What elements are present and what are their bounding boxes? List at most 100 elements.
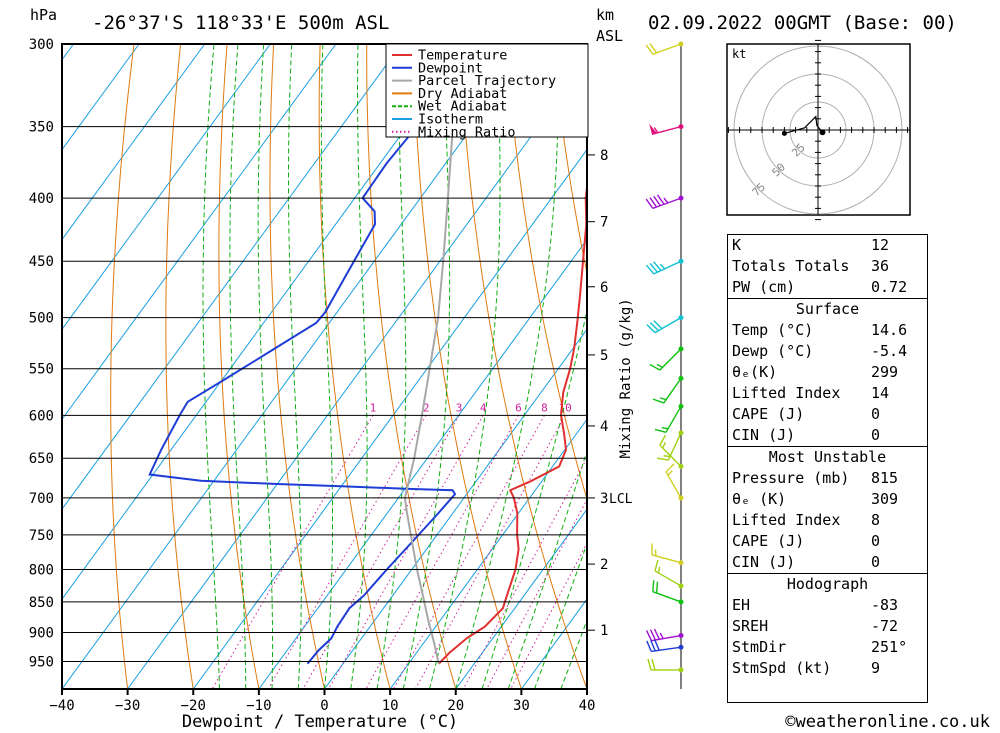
indices-summary: K 12 Totals Totals 36 PW (cm) 0.72 <box>728 235 927 298</box>
wind-barb <box>649 123 684 136</box>
pressure-tick-label: 900 <box>29 626 54 642</box>
index-row: SREH -72 <box>728 616 927 637</box>
legend-entry-label: Isotherm <box>418 112 483 128</box>
index-label: Totals Totals <box>732 257 850 275</box>
temperature-tick-label: 40 <box>579 698 596 714</box>
mixing-ratio-label: 3 <box>456 401 463 414</box>
index-row: Lifted Index 14 <box>728 383 927 404</box>
temperature-tick-label: −20 <box>181 698 206 714</box>
hodograph-point <box>819 129 826 136</box>
km-tick-label: 7 <box>600 215 608 231</box>
index-row: CAPE (J) 0 <box>728 531 927 552</box>
datetime-title: 02.09.2022 00GMT (Base: 00) <box>648 12 957 34</box>
km-tick-label: 1 <box>600 623 608 639</box>
isotherm-line <box>258 238 587 689</box>
index-value: 14.6 <box>871 321 908 339</box>
isotherm-line <box>62 44 337 421</box>
wet-adiabat-line <box>288 44 302 689</box>
isotherm-line <box>127 58 587 689</box>
index-value: 0 <box>871 405 881 423</box>
index-label: EH <box>732 596 751 614</box>
temperature-tick-label: 20 <box>447 698 464 714</box>
index-label: SREH <box>732 617 769 635</box>
dry-adiabat-line <box>459 44 587 689</box>
isotherm-line <box>389 418 587 689</box>
isotherm-line <box>62 44 534 689</box>
mixing-ratio-label: 2 <box>423 401 430 414</box>
hodograph-point <box>781 130 787 136</box>
index-value: -72 <box>871 617 899 635</box>
mixing-ratio-label: 25 <box>648 401 661 414</box>
pressure-tick-label: 650 <box>29 451 54 467</box>
wet-adiabat-line <box>350 44 368 689</box>
wind-barb <box>654 403 684 433</box>
pressure-tick-label: 600 <box>29 408 54 424</box>
height-unit-asl-label: ASL <box>596 27 623 45</box>
pressure-tick-label: 800 <box>29 562 54 578</box>
most-unstable-title: Most Unstable <box>768 448 887 466</box>
wind-profile <box>645 41 684 689</box>
index-label: CAPE (J) <box>732 532 805 550</box>
index-label: CAPE (J) <box>732 405 805 423</box>
temperature-tick-label: 10 <box>382 698 399 714</box>
pressure-tick-label: 450 <box>29 254 54 270</box>
legend-entry-label: Temperature <box>418 48 507 64</box>
wet-adiabat-line <box>534 542 587 689</box>
index-label: θₑ (K) <box>732 490 787 508</box>
index-label: CIN (J) <box>732 553 796 571</box>
pressure-tick-label: 850 <box>29 595 54 611</box>
legend-entry-label: Parcel Trajectory <box>418 73 556 89</box>
wind-barb <box>645 628 684 642</box>
legend-entry-label: Wet Adiabat <box>418 99 507 115</box>
wet-adiabat-line <box>257 44 274 689</box>
dry-adiabat-line <box>110 44 135 689</box>
wet-adiabat-line <box>320 44 333 689</box>
index-label: Lifted Index <box>732 511 841 529</box>
surface-section: Surface Temp (°C) 14.6 Dewp (°C) -5.4 θₑ(K) 2… <box>728 298 927 446</box>
index-label: CIN (J) <box>732 426 796 444</box>
indices-panel: K 12 Totals Totals 36 PW (cm) 0.72 Surface Te… <box>727 234 928 703</box>
index-value: 8 <box>871 511 881 529</box>
hodograph-unit-label: kt <box>732 47 746 61</box>
index-row: Dewp (°C) -5.4 <box>728 341 927 362</box>
surface-title: Surface <box>795 300 860 318</box>
pressure-tick-label: 300 <box>29 37 54 53</box>
km-tick-label: 8 <box>600 148 608 164</box>
wind-barb <box>659 434 684 469</box>
index-row: StmSpd (kt) 9 <box>728 658 927 679</box>
mixing-ratio-label: 4 <box>480 401 487 414</box>
index-label: K <box>732 236 742 254</box>
temperature-tick-label: 30 <box>513 698 530 714</box>
wind-barb <box>645 258 684 275</box>
mixing-ratio-line <box>365 415 519 689</box>
pressure-tick-label: 950 <box>29 655 54 671</box>
index-label: StmSpd (kt) <box>732 659 832 677</box>
isotherm-line <box>62 44 271 331</box>
index-value: 0 <box>871 553 881 571</box>
index-row: EH -83 <box>728 595 927 616</box>
index-row: Temp (°C) 14.6 <box>728 320 927 341</box>
index-value: 0 <box>871 532 881 550</box>
isotherm-line <box>324 328 587 689</box>
index-label: Temp (°C) <box>732 321 814 339</box>
pressure-tick-label: 500 <box>29 311 54 327</box>
index-value: 299 <box>871 363 899 381</box>
hodograph-index-title: Hodograph <box>786 575 869 593</box>
wet-adiabat-line <box>229 44 247 689</box>
index-row: Totals Totals 36 <box>728 256 927 277</box>
isotherm-line <box>62 44 468 600</box>
wind-barb <box>652 580 684 605</box>
index-value: 12 <box>871 236 890 254</box>
index-row: CAPE (J) 0 <box>728 404 927 425</box>
index-label: Lifted Index <box>732 384 841 402</box>
index-value: 815 <box>871 469 899 487</box>
pressure-tick-label: 700 <box>29 491 54 507</box>
dry-adiabat-line <box>165 44 194 689</box>
isotherm-line <box>62 44 206 241</box>
copyright-text: ©weatheronline.co.uk <box>785 712 990 732</box>
wet-adiabat-line <box>429 44 501 689</box>
index-value: 0 <box>871 426 881 444</box>
index-label: θₑ(K) <box>732 363 778 381</box>
mixing-ratio-label: 16 <box>604 401 617 414</box>
